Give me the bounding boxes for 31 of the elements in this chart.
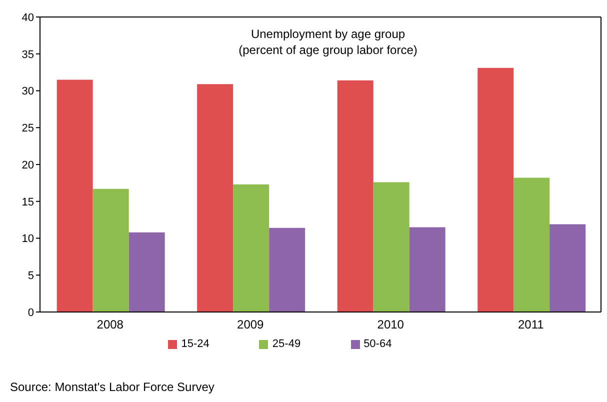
bar (337, 80, 374, 312)
bar (373, 182, 410, 312)
legend-label: 25-49 (272, 338, 301, 350)
bar (409, 227, 446, 312)
x-tick-label: 2010 (377, 318, 404, 332)
bar (550, 224, 586, 312)
legend-label: 50-64 (364, 338, 392, 350)
bar (128, 232, 165, 312)
bar (478, 68, 514, 312)
y-tick-label: 5 (28, 270, 34, 282)
bar (514, 178, 550, 312)
text: Unemployment by age group (250, 26, 406, 42)
y-tick-label: 40 (22, 12, 34, 24)
y-tick-label: 15 (22, 196, 34, 208)
source-note: Source: Monstat's Labor Force Survey (10, 380, 214, 394)
bar (233, 184, 270, 312)
bar (92, 188, 129, 312)
y-tick-label: 10 (22, 233, 34, 246)
x-tick-label: 2008 (96, 318, 124, 332)
y-tick-label: 0 (28, 306, 34, 319)
bar (56, 80, 93, 312)
legend-label: 15-24 (181, 338, 210, 350)
x-tick-label: 2009 (237, 318, 264, 332)
y-tick-label: 20 (22, 159, 34, 172)
text: (percent of age group labor force) (238, 42, 418, 58)
bar (269, 228, 306, 312)
y-tick-label: 35 (22, 48, 34, 61)
x-tick-label: 2011 (518, 318, 544, 332)
bar (197, 84, 234, 312)
y-tick-label: 30 (22, 86, 34, 98)
y-tick-label: 25 (22, 122, 34, 135)
